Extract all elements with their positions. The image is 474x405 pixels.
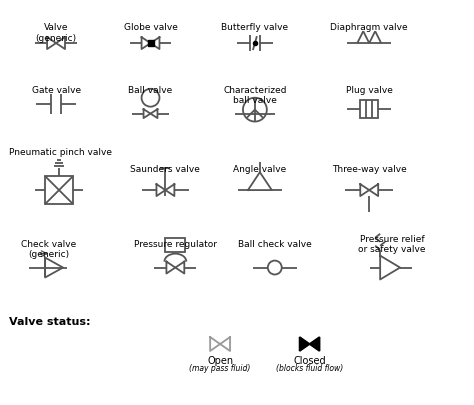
Text: (may pass fluid): (may pass fluid) xyxy=(190,364,251,373)
Text: Valve status:: Valve status: xyxy=(9,317,91,327)
Bar xyxy=(45,176,73,204)
Text: Globe valve: Globe valve xyxy=(124,23,177,32)
Text: Valve
(generic): Valve (generic) xyxy=(36,23,77,43)
Bar xyxy=(360,100,378,117)
Text: Gate valve: Gate valve xyxy=(31,86,81,95)
Text: Pneumatic pinch valve: Pneumatic pinch valve xyxy=(9,148,112,158)
Text: Diaphragm valve: Diaphragm valve xyxy=(330,23,408,32)
Text: Three-way valve: Three-way valve xyxy=(332,165,407,174)
Polygon shape xyxy=(310,337,319,351)
Text: Plug valve: Plug valve xyxy=(346,86,392,95)
Bar xyxy=(165,238,185,252)
Text: Pressure relief
or safety valve: Pressure relief or safety valve xyxy=(358,235,426,254)
Text: Angle valve: Angle valve xyxy=(233,165,286,174)
Text: Butterfly valve: Butterfly valve xyxy=(221,23,289,32)
Text: (blocks fluid flow): (blocks fluid flow) xyxy=(276,364,343,373)
Text: Ball valve: Ball valve xyxy=(128,86,173,95)
Polygon shape xyxy=(300,337,310,351)
Text: Ball check valve: Ball check valve xyxy=(238,240,311,249)
Text: Closed: Closed xyxy=(293,356,326,366)
Text: Open: Open xyxy=(207,356,233,366)
Text: Check valve
(generic): Check valve (generic) xyxy=(21,240,77,259)
Text: Characterized
ball valve: Characterized ball valve xyxy=(223,86,287,105)
Text: Saunders valve: Saunders valve xyxy=(130,165,201,174)
Text: Pressure regulator: Pressure regulator xyxy=(134,240,217,249)
